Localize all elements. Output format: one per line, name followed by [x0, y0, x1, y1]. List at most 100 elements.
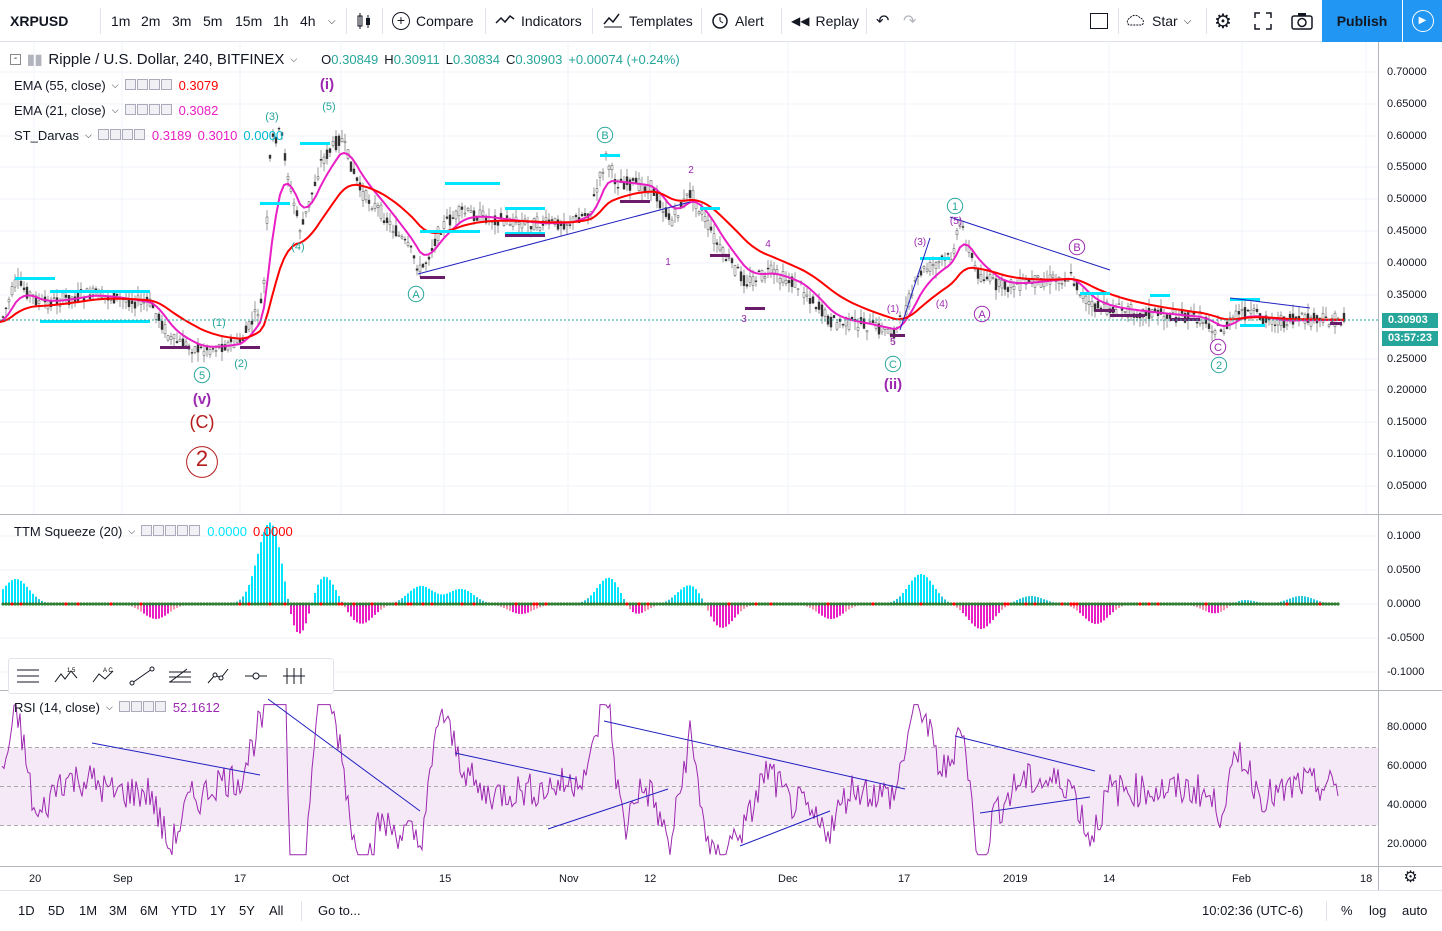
tf-15m[interactable]: 15m [235, 13, 263, 29]
tf-2m[interactable]: 2m [141, 13, 161, 29]
price-axis[interactable]: 0.70000 0.65000 0.60000 0.55000 0.50000 … [1378, 42, 1442, 514]
range-all[interactable]: All [269, 903, 284, 918]
ttm-pane[interactable]: TTM Squeeze (20) ⌵ 0.0000 0.0000 [0, 515, 1378, 690]
candle [1300, 312, 1304, 315]
tf-5m[interactable]: 5m [203, 13, 223, 29]
auto-toggle[interactable]: auto [1402, 903, 1428, 918]
settings-boxes-icon[interactable] [124, 103, 173, 118]
layout-icon[interactable] [1090, 0, 1108, 42]
rsi-pane[interactable]: RSI (14, close) ⌵ 52.1612 [0, 691, 1378, 866]
tf-3m[interactable]: 3m [172, 13, 192, 29]
ttm-legend[interactable]: TTM Squeeze (20) ⌵ 0.0000 0.0000 [14, 524, 293, 539]
squeeze-dot [1156, 602, 1160, 606]
settings-boxes-icon[interactable] [141, 524, 201, 539]
rsi-axis[interactable]: 80.0000 60.0000 40.0000 20.0000 [1378, 691, 1442, 866]
trend-line-icon[interactable] [123, 659, 161, 693]
range-6m[interactable]: 6M [140, 903, 159, 918]
ttm-bar [320, 579, 322, 604]
range-5y[interactable]: 5Y [239, 903, 255, 918]
candles-icon[interactable] [355, 0, 373, 42]
squeeze-dot [304, 602, 308, 606]
range-1d[interactable]: 1D [18, 903, 35, 918]
alert-button[interactable]: Alert [711, 0, 764, 42]
replay-button[interactable]: ◀◀ Replay [791, 0, 859, 42]
fullscreen-icon[interactable] [1254, 0, 1272, 42]
compare-button[interactable]: + Compare [392, 0, 474, 42]
measure-icon[interactable] [237, 659, 275, 693]
squeeze-dot [877, 602, 881, 606]
vertical-lines-icon[interactable] [275, 659, 313, 693]
ttm-bar [1307, 597, 1309, 604]
darvas-legend[interactable]: ST_Darvas ⌵ 0.3189 0.3010 0.0000 [14, 128, 284, 143]
squeeze-dot [616, 602, 620, 606]
clock[interactable]: 10:02:36 (UTC-6) [1202, 903, 1304, 918]
squeeze-dot [901, 602, 905, 606]
log-toggle[interactable]: log [1369, 903, 1387, 918]
pattern-icon[interactable] [199, 659, 237, 693]
squeeze-dot [28, 602, 32, 606]
squeeze-dot [169, 602, 173, 606]
wave-label: C [1214, 342, 1222, 354]
squeeze-dot [568, 602, 572, 606]
rsi-chart[interactable] [0, 691, 1378, 866]
rsi-legend[interactable]: RSI (14, close) ⌵ 52.1612 [14, 700, 220, 715]
squeeze-dot [802, 602, 806, 606]
symbol-search[interactable]: XRPUSD [10, 0, 100, 42]
chart-title[interactable]: Ripple / U.S. Dollar, 240, BITFINEX [48, 51, 285, 68]
undo-icon[interactable]: ↶ [876, 13, 890, 30]
chevron-down-icon[interactable]: ⌵ [290, 54, 298, 64]
settings-boxes-icon[interactable] [124, 78, 173, 93]
settings-boxes-icon[interactable] [97, 128, 146, 143]
candle [1261, 317, 1265, 325]
ttm-bar [695, 589, 697, 604]
chevron-down-icon[interactable]: ⌵ [328, 15, 336, 27]
ttm-bar [167, 604, 169, 614]
ttm-bar [374, 604, 376, 615]
templates-button[interactable]: Templates [603, 0, 693, 42]
ema21-legend[interactable]: EMA (21, close) ⌵ 0.3082 [14, 103, 219, 118]
squeeze-dot [610, 602, 614, 606]
publish-button[interactable]: Publish [1322, 0, 1402, 42]
tf-4h[interactable]: 4h [300, 13, 316, 29]
price-chart[interactable]: (i) (5) (3) (4) (1) (2) 5 (v) (C) 2 A B 2 1 4 3 C (ii) 5 (3… [0, 42, 1378, 514]
fib-retracement-icon[interactable] [161, 659, 199, 693]
wave-abc-icon[interactable]: A C [85, 659, 123, 693]
range-ytd[interactable]: YTD [171, 903, 197, 918]
star-button[interactable]: Star ⌵ [1124, 0, 1191, 42]
squeeze-dot [1189, 602, 1193, 606]
ttm-bar [329, 580, 331, 604]
time-axis[interactable]: 20 Sep 17 Oct 15 Nov 12 Dec 17 2019 14 F… [0, 866, 1378, 890]
squeeze-dot [439, 602, 443, 606]
darvas-box [40, 320, 150, 323]
price-pane[interactable]: (i) (5) (3) (4) (1) (2) 5 (v) (C) 2 A B 2 1 4 3 C (ii) 5 (3… [0, 42, 1378, 514]
ttm-bar [143, 604, 145, 614]
settings-boxes-icon[interactable] [118, 700, 167, 715]
percent-toggle[interactable]: % [1341, 903, 1353, 918]
ema55-legend[interactable]: EMA (55, close) ⌵ 0.3079 [14, 78, 219, 93]
candle [1285, 324, 1289, 326]
collapse-icon[interactable]: - [10, 54, 21, 65]
tf-1m[interactable]: 1m [111, 13, 131, 29]
squeeze-dot [391, 602, 395, 606]
wave-label: 5 [890, 337, 896, 348]
play-icon[interactable]: ▶ [1403, 0, 1442, 42]
ttm-bar [743, 604, 745, 609]
indicators-button[interactable]: Indicators [495, 0, 582, 42]
candle [1087, 301, 1091, 306]
gear-icon[interactable]: ⚙ [1378, 866, 1442, 890]
tf-1h[interactable]: 1h [273, 13, 289, 29]
range-3m[interactable]: 3M [109, 903, 128, 918]
range-5d[interactable]: 5D [48, 903, 65, 918]
range-1m[interactable]: 1M [79, 903, 98, 918]
redo-icon[interactable]: ↷ [903, 13, 917, 30]
ttm-bar [533, 604, 535, 610]
ttm-chart[interactable] [0, 515, 1378, 690]
wave-12345-icon[interactable]: 1 5 [47, 659, 85, 693]
gear-icon[interactable]: ⚙ [1214, 10, 1232, 33]
ttm-axis[interactable]: 0.1000 0.0500 0.0000 -0.0500 -0.1000 [1378, 515, 1442, 690]
ttm-bar [839, 604, 841, 616]
horizontal-lines-icon[interactable] [9, 659, 47, 693]
range-1y[interactable]: 1Y [210, 903, 226, 918]
camera-icon[interactable] [1291, 0, 1313, 42]
goto-button[interactable]: Go to... [318, 903, 361, 918]
